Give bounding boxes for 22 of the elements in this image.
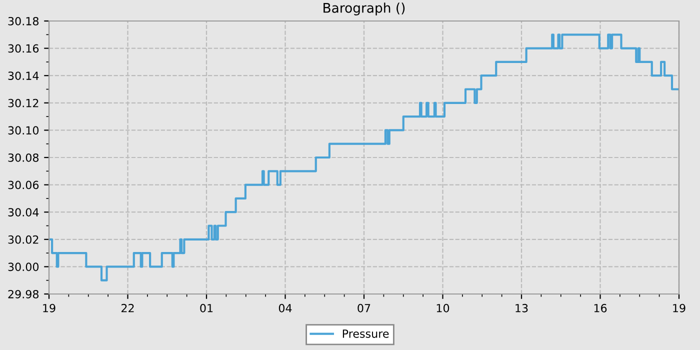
y-tick-label: 30.16 xyxy=(8,44,39,53)
x-tick-label: 07 xyxy=(358,304,370,312)
legend-label: Pressure xyxy=(342,330,389,338)
y-tick-label: 30.00 xyxy=(8,262,39,272)
x-tick-label: 19 xyxy=(673,304,686,312)
x-tick-label: 13 xyxy=(516,304,528,312)
x-tick-label: 04 xyxy=(278,304,292,312)
y-tick-label: 30.06 xyxy=(8,180,39,190)
y-tick-label: 30.10 xyxy=(8,126,39,135)
y-tick-label: 30.02 xyxy=(8,235,38,244)
y-tick-label: 30.18 xyxy=(8,16,39,26)
x-tick-label: 16 xyxy=(594,304,607,312)
y-tick-label: 30.08 xyxy=(8,153,39,162)
x-tick-label: 10 xyxy=(436,304,450,312)
y-tick-label: 30.12 xyxy=(8,98,38,108)
y-tick-label: 29.98 xyxy=(8,290,39,298)
y-tick-label: 30.04 xyxy=(8,208,39,216)
x-tick-label: 19 xyxy=(43,304,56,312)
chart-title: Barograph () xyxy=(324,2,405,16)
x-tick-label: 22 xyxy=(121,304,134,312)
y-tick-label: 30.14 xyxy=(8,72,39,80)
x-tick-label: 01 xyxy=(200,304,213,312)
